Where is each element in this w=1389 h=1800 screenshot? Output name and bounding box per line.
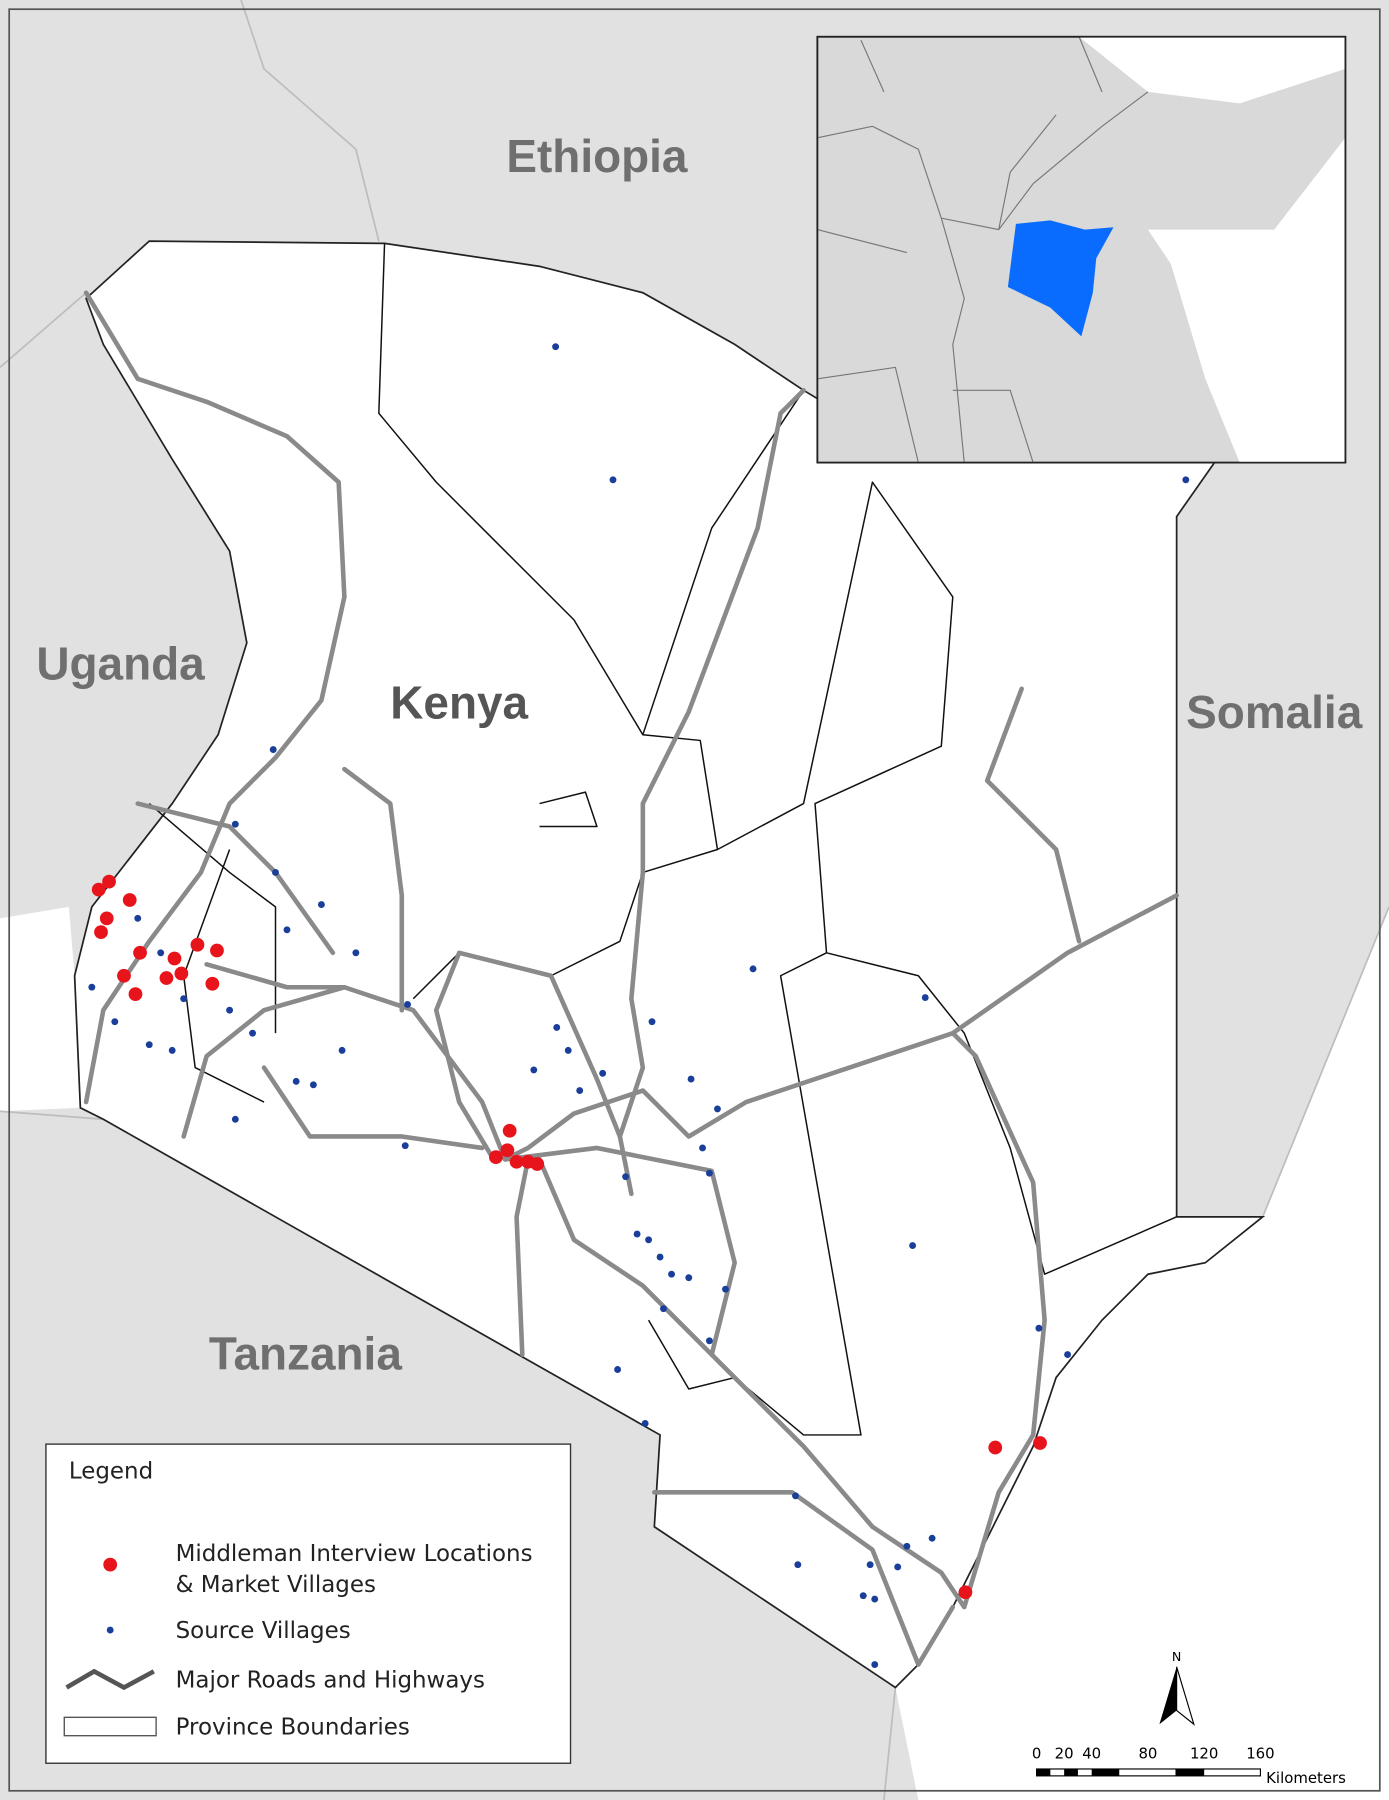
scale-label: 0 [1032, 1745, 1041, 1763]
lake [0, 906, 81, 1112]
frame [8, 8, 1381, 1792]
country-label: Kenya [390, 677, 528, 729]
scale-bar: 0 20 40 80 120 160 Kilometers [1032, 1745, 1346, 1787]
legend-title: Legend [69, 1459, 153, 1485]
scale-label: 20 [1055, 1745, 1074, 1763]
legend-label: Middleman Interview Locations [176, 1541, 533, 1567]
country-label: Ethiopia [506, 130, 688, 182]
legend: Legend Middleman Interview Locations & M… [45, 1443, 572, 1764]
north-label: N [1172, 1649, 1181, 1664]
market-villages [91, 874, 1047, 1600]
country-label: Uganda [36, 638, 205, 690]
legend-label: Province Boundaries [176, 1715, 410, 1741]
kenya [73, 240, 1266, 1689]
country-label: Somalia [1186, 686, 1363, 738]
road [204, 893, 1179, 1162]
road [83, 290, 347, 1105]
legend-label: & Market Villages [176, 1572, 376, 1598]
country-label: Tanzania [209, 1328, 402, 1380]
province-boundaries [148, 243, 1177, 1436]
scale-label: 80 [1138, 1745, 1157, 1763]
scale-label: 160 [1246, 1745, 1274, 1763]
source-villages [88, 343, 1190, 1668]
ocean [895, 906, 1389, 1800]
scale-unit: Kilometers [1266, 1769, 1346, 1787]
legend-label: Source Villages [176, 1618, 351, 1644]
inset-map [816, 35, 1347, 464]
legend-label: Major Roads and Highways [176, 1667, 485, 1693]
scale-label: 120 [1190, 1745, 1218, 1763]
scale-label: 40 [1082, 1745, 1101, 1763]
